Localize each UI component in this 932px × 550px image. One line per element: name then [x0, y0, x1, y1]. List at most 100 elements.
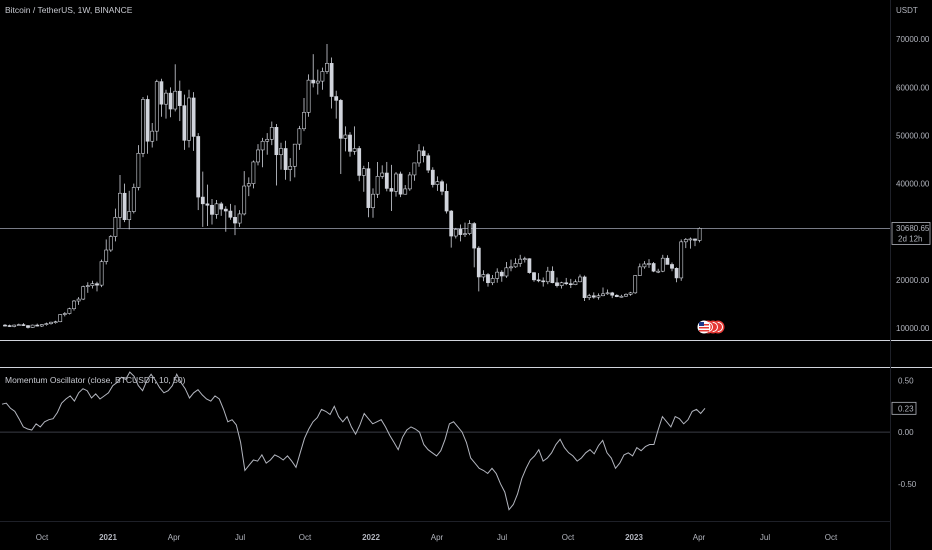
- candle: [210, 199, 214, 225]
- time-tick-label: Oct: [825, 533, 838, 542]
- candle: [490, 275, 495, 286]
- candle: [200, 171, 205, 227]
- time-tick-label: 2023: [625, 533, 643, 542]
- candle: [113, 208, 118, 242]
- candle: [30, 324, 35, 328]
- candle: [403, 185, 408, 195]
- candle: [481, 270, 486, 282]
- candle: [361, 165, 366, 192]
- candle: [237, 210, 242, 227]
- candle: [311, 54, 316, 88]
- candle: [564, 277, 569, 286]
- time-tick-label: Apr: [693, 533, 706, 542]
- candle: [95, 281, 99, 292]
- candle: [545, 266, 550, 285]
- candle: [440, 179, 444, 196]
- candle: [637, 263, 642, 276]
- candle: [334, 90, 339, 119]
- candle: [26, 325, 30, 329]
- candle: [688, 237, 693, 249]
- candle: [242, 171, 247, 216]
- candle: [389, 164, 394, 212]
- candle: [499, 270, 504, 282]
- candle: [302, 97, 306, 132]
- candle: [656, 268, 661, 274]
- time-tick-label: Apr: [168, 533, 181, 542]
- candle: [16, 323, 21, 326]
- candle: [205, 184, 210, 226]
- candle: [476, 246, 481, 292]
- candle: [453, 227, 458, 239]
- candle: [407, 172, 412, 191]
- candle: [274, 123, 279, 186]
- candle: [509, 259, 513, 272]
- oscillator-tick-label: 0.00: [898, 428, 914, 437]
- candle: [58, 314, 63, 323]
- time-tick-label: 2021: [99, 533, 117, 542]
- candle: [449, 210, 454, 248]
- candle: [605, 289, 610, 295]
- economic-events-markers[interactable]: [697, 320, 725, 334]
- candle: [21, 323, 26, 327]
- candle: [168, 87, 173, 118]
- candle: [412, 162, 417, 181]
- candle: [177, 80, 182, 122]
- price-tick-label: 10000.00: [896, 324, 930, 333]
- candle: [578, 274, 582, 283]
- candle: [246, 177, 251, 197]
- time-tick-label: Oct: [562, 533, 575, 542]
- symbol-title: Bitcoin / TetherUS, 1W, BINANCE: [5, 5, 133, 15]
- candle: [320, 67, 325, 90]
- candle: [380, 165, 385, 179]
- candle: [541, 277, 546, 287]
- candle: [444, 183, 449, 214]
- time-tick-label: 2022: [362, 533, 380, 542]
- candle: [665, 255, 670, 265]
- candle: [486, 273, 490, 287]
- candle: [463, 222, 467, 238]
- candle: [504, 262, 509, 278]
- candle: [39, 324, 44, 328]
- candle: [3, 324, 7, 327]
- candle: [325, 44, 329, 74]
- time-tick-label: Jul: [497, 533, 507, 542]
- candle: [522, 256, 527, 263]
- candle: [582, 275, 587, 302]
- candle: [624, 293, 628, 297]
- candle: [173, 64, 178, 112]
- candle: [329, 57, 334, 109]
- candle: [251, 160, 256, 189]
- candle: [398, 171, 403, 198]
- candle: [7, 324, 12, 328]
- candle: [610, 291, 615, 299]
- candle: [614, 294, 619, 298]
- candle: [283, 140, 288, 180]
- candle: [292, 143, 297, 178]
- oscillator-tick-label: -0.50: [898, 480, 917, 489]
- candle: [72, 300, 76, 311]
- candle: [315, 69, 320, 95]
- candle: [417, 144, 421, 167]
- candle: [683, 237, 688, 249]
- us-flag-icon[interactable]: [697, 320, 711, 334]
- candle: [150, 122, 155, 148]
- time-tick-label: Apr: [431, 533, 444, 542]
- candle: [352, 126, 357, 155]
- candle: [118, 174, 122, 228]
- candle: [164, 89, 168, 119]
- candle: [348, 132, 352, 157]
- candle: [67, 307, 72, 315]
- price-tick-label: 50000.00: [896, 131, 930, 140]
- candle: [467, 220, 472, 236]
- candle: [141, 96, 145, 158]
- last-price-label: 30680.65 2d 12h: [891, 222, 931, 245]
- candle: [12, 324, 17, 328]
- candle: [513, 258, 518, 268]
- candle: [90, 280, 95, 289]
- last-price-value: 30680.65: [896, 224, 930, 233]
- candle: [104, 239, 109, 265]
- candle: [182, 94, 187, 150]
- candle: [587, 293, 592, 301]
- candle: [214, 199, 219, 219]
